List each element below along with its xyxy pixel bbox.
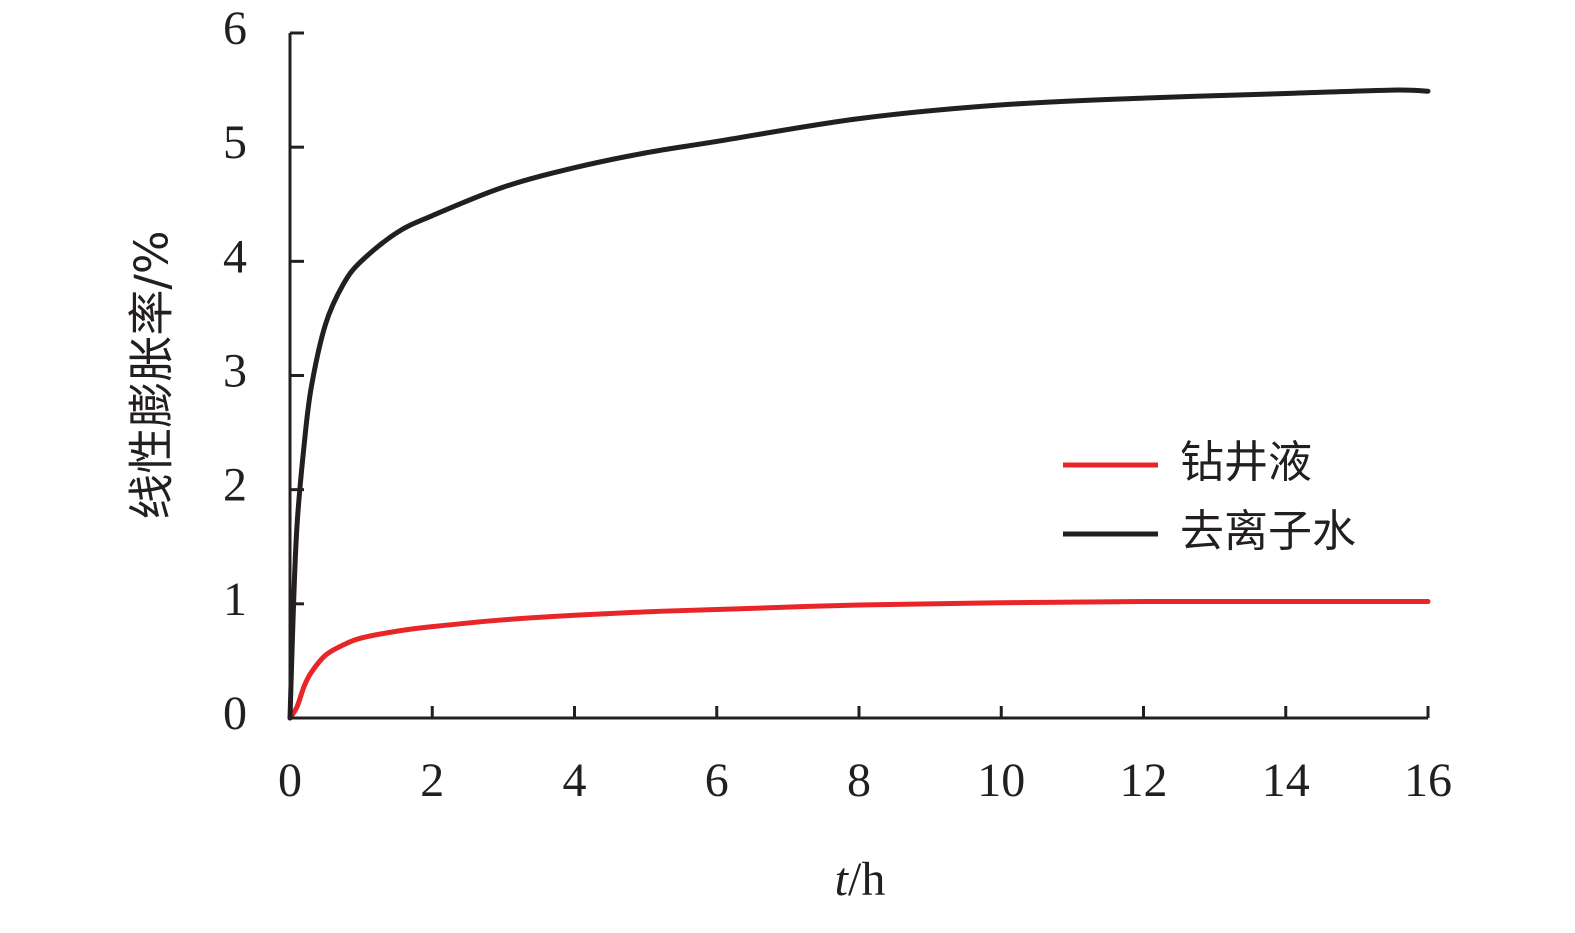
- legend-label-drilling-fluid: 钻井液: [1180, 437, 1312, 488]
- y-tick-label: 6: [223, 2, 247, 55]
- x-tick-label: 8: [847, 754, 871, 807]
- x-axis-title-unit: /h: [848, 853, 885, 906]
- x-tick-label: 14: [1262, 754, 1310, 807]
- x-axis-title: t/h: [835, 853, 886, 906]
- y-tick-label: 0: [223, 687, 247, 740]
- y-tick-label: 2: [223, 459, 247, 512]
- x-tick-label: 0: [278, 754, 302, 807]
- x-tick-label: 6: [705, 754, 729, 807]
- legend: 钻井液 去离子水: [1063, 437, 1356, 557]
- y-tick-label: 3: [223, 345, 247, 398]
- x-axis-title-variable: t: [835, 853, 850, 906]
- x-tick-label: 4: [563, 754, 587, 807]
- series-line-deionized-water: [287, 87, 1431, 721]
- y-axis-title: 线性膨胀率/%: [125, 230, 179, 519]
- y-tick-label: 5: [223, 116, 247, 169]
- series-line-drilling-fluid: [287, 598, 1431, 721]
- legend-label-deionized-water: 去离子水: [1180, 506, 1356, 557]
- series-layer: [287, 87, 1431, 721]
- x-tick-label: 2: [420, 754, 444, 807]
- y-tick-label: 1: [223, 573, 247, 626]
- axes-layer: [288, 31, 1430, 720]
- x-tick-label: 16: [1404, 754, 1452, 807]
- x-tick-label: 12: [1120, 754, 1168, 807]
- x-tick-label: 10: [977, 754, 1025, 807]
- y-tick-label: 4: [223, 230, 247, 283]
